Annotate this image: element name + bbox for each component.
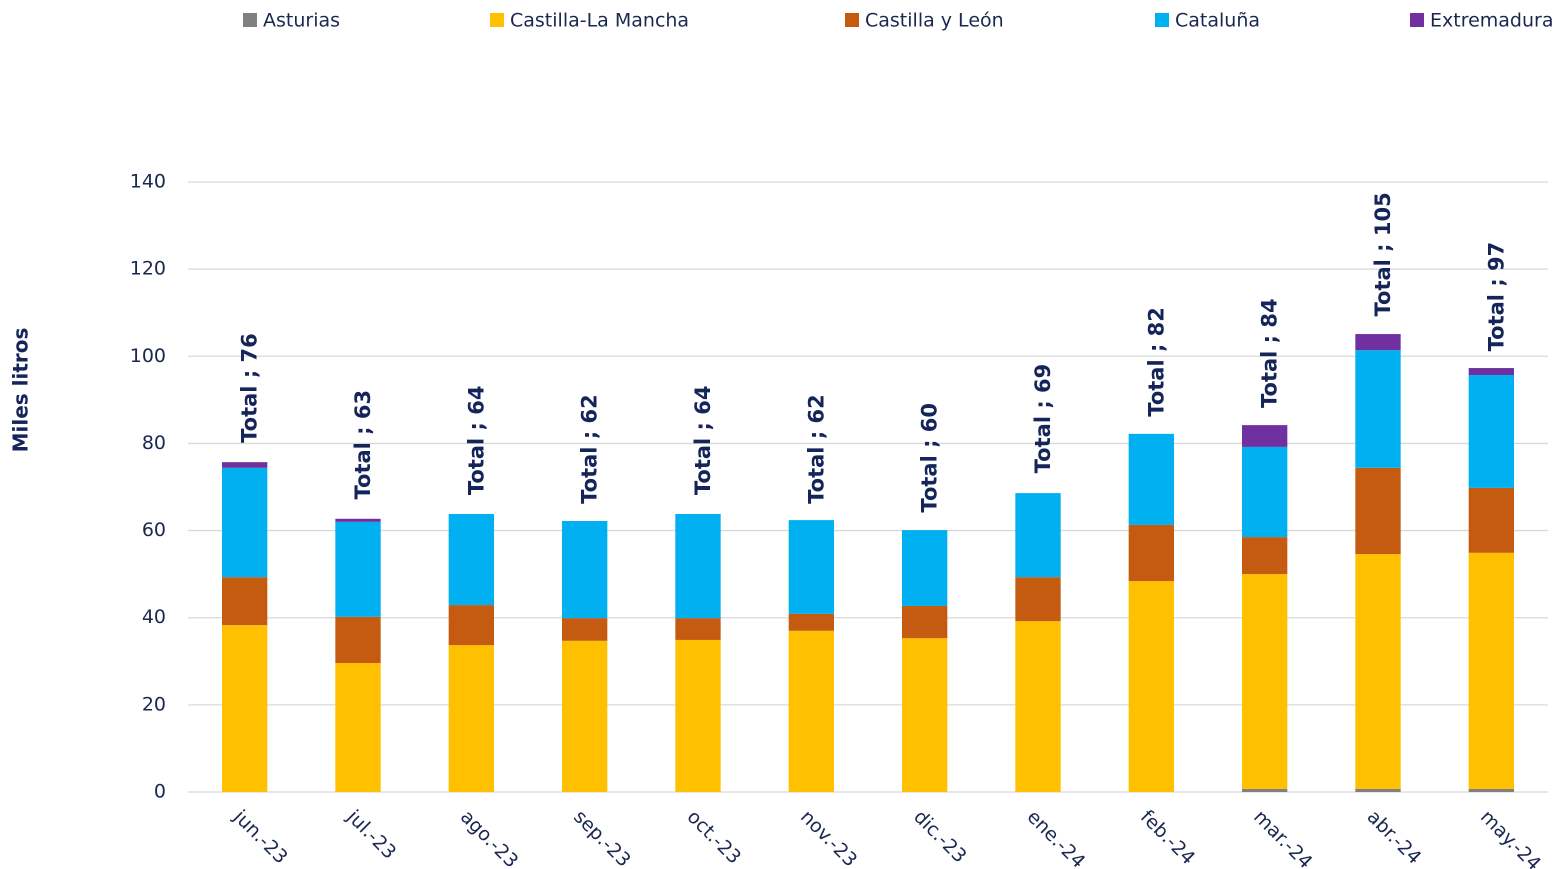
bar-segment <box>788 630 834 792</box>
bar-segment <box>335 616 381 664</box>
total-label: Total ; 82 <box>1144 307 1168 417</box>
x-tick-label: dic.-23 <box>909 806 970 867</box>
bar-segment <box>1015 493 1061 578</box>
total-label: Total ; 62 <box>578 394 602 504</box>
bar-segment <box>1468 788 1514 792</box>
x-tick-label: ago.-23 <box>456 806 523 869</box>
y-tick-label: 0 <box>154 781 166 803</box>
bar-segment <box>222 462 268 468</box>
y-axis-label: Miles litros <box>9 328 33 453</box>
bar-segment <box>1242 574 1288 789</box>
legend-label: Asturias <box>263 10 340 32</box>
bar-segment <box>335 663 381 792</box>
bar-segment <box>675 639 721 792</box>
bar-segment <box>1468 487 1514 553</box>
y-tick-label: 20 <box>142 693 166 715</box>
bar-segment <box>562 520 608 619</box>
total-label: Total ; 62 <box>804 394 828 504</box>
bar-segment <box>675 618 721 640</box>
y-tick-label: 60 <box>142 519 166 541</box>
bar-segment <box>1355 334 1401 351</box>
legend-swatch <box>490 13 504 27</box>
legend-swatch <box>243 13 257 27</box>
bar-segment <box>335 521 381 617</box>
bar-segment <box>1468 375 1514 488</box>
bar-segment <box>788 520 834 614</box>
y-tick-label: 100 <box>130 345 166 367</box>
bar-segment <box>1015 621 1061 792</box>
total-label: Total ; 76 <box>238 333 262 443</box>
bar-segment <box>1242 788 1288 792</box>
bar-segment <box>1355 788 1401 792</box>
x-tick-label: nov.-23 <box>796 806 861 869</box>
total-label: Total ; 105 <box>1371 192 1395 316</box>
bar-segment <box>1242 425 1288 447</box>
bar-segment <box>1128 524 1174 582</box>
legend-swatch <box>1155 13 1169 27</box>
legend-label: Castilla y León <box>865 10 1004 32</box>
bar-segment <box>562 640 608 792</box>
bar-segment <box>335 518 381 522</box>
legend-swatch <box>1410 13 1424 27</box>
total-label: Total ; 69 <box>1031 364 1055 474</box>
bar-segment <box>902 638 948 792</box>
x-tick-label: jun.-23 <box>229 805 292 868</box>
x-tick-label: oct.-23 <box>683 806 746 869</box>
bar-segment <box>788 613 834 631</box>
bar-segment <box>222 467 268 578</box>
legend-label: Cataluña <box>1175 10 1260 32</box>
bar-segment <box>1355 350 1401 468</box>
y-tick-label: 40 <box>142 606 166 628</box>
bar-segment <box>448 514 494 606</box>
total-label: Total ; 97 <box>1484 242 1508 352</box>
x-tick-label: ene.-24 <box>1023 806 1090 869</box>
total-label: Total ; 64 <box>464 386 488 496</box>
bar-segment <box>562 618 608 641</box>
bar-segment <box>1128 433 1174 525</box>
x-tick-label: mar.-24 <box>1249 806 1316 869</box>
bar-segment <box>1242 537 1288 575</box>
bar-segment <box>902 605 948 639</box>
y-tick-label: 140 <box>130 171 166 193</box>
bar-segment <box>675 514 721 619</box>
x-tick-label: abr.-24 <box>1363 806 1426 869</box>
total-label: Total ; 84 <box>1258 298 1282 408</box>
bar-segment <box>1468 552 1514 789</box>
bar-segment <box>1015 577 1061 622</box>
x-tick-label: jul.-23 <box>342 805 400 863</box>
bar-segment <box>1355 467 1401 555</box>
legend-label: Extremadura <box>1430 10 1554 32</box>
x-tick-label: sep.-23 <box>569 806 635 869</box>
bar-segment <box>448 605 494 646</box>
bar-segment <box>222 625 268 792</box>
bar-segment <box>1355 554 1401 789</box>
y-tick-label: 80 <box>142 432 166 454</box>
bar-segment <box>1468 368 1514 376</box>
bar-segment <box>448 645 494 792</box>
x-tick-label: feb.-24 <box>1136 806 1199 869</box>
total-label: Total ; 64 <box>691 386 715 496</box>
x-tick-label: may.-24 <box>1476 806 1545 869</box>
bar-segment <box>902 530 948 606</box>
legend-swatch <box>845 13 859 27</box>
total-label: Total ; 60 <box>918 403 942 513</box>
y-tick-label: 120 <box>130 258 166 280</box>
bar-segment <box>222 577 268 626</box>
bar-segment <box>1242 446 1288 538</box>
bar-segment <box>1128 581 1174 792</box>
total-label: Total ; 63 <box>351 390 375 500</box>
legend-label: Castilla-La Mancha <box>510 10 689 32</box>
